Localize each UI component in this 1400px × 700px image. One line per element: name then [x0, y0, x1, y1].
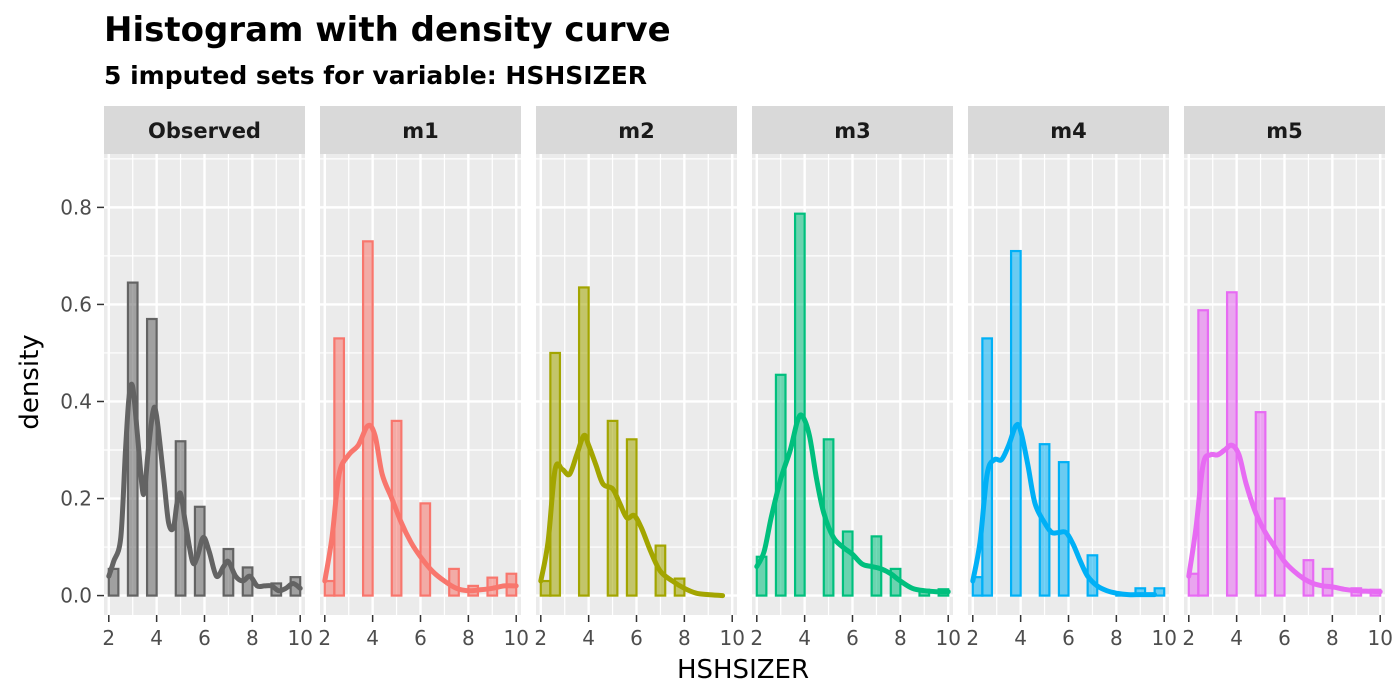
- x-tick-label: 4: [1230, 626, 1243, 650]
- histogram-bar: [606, 419, 619, 597]
- y-tick-label: 0.8: [60, 195, 92, 219]
- x-tick-label: 2: [534, 626, 547, 650]
- y-tick-label: 0.0: [60, 584, 92, 608]
- x-tick-label: 6: [414, 626, 427, 650]
- density-curve: [1186, 442, 1383, 595]
- x-tick-label: 6: [846, 626, 859, 650]
- x-tick-label: 2: [1182, 626, 1195, 650]
- x-tick-label: 8: [462, 626, 475, 650]
- x-axis-title: HSHSIZER: [677, 655, 809, 685]
- facet-strip: [320, 106, 521, 154]
- chart-subtitle: 5 imputed sets for variable: HSHSIZER: [104, 61, 647, 90]
- histogram-bar: [323, 579, 336, 597]
- x-tick-label: 4: [366, 626, 379, 650]
- facet-strip: [968, 106, 1169, 154]
- facet-strip-label: m1: [402, 119, 439, 143]
- y-axis-title: density: [15, 334, 45, 429]
- x-tick-label: 2: [318, 626, 331, 650]
- facet-strip-label: Observed: [148, 119, 261, 143]
- y-tick-label: 0.2: [60, 487, 92, 511]
- x-tick-label: 6: [630, 626, 643, 650]
- facet-strip: [536, 106, 737, 154]
- facet-strip: [1184, 106, 1385, 154]
- y-tick-label: 0.6: [60, 292, 92, 316]
- x-tick-label: 10: [1151, 626, 1176, 650]
- y-tick-label: 0.4: [60, 389, 92, 413]
- histogram-bar: [1153, 587, 1166, 597]
- x-tick-label: 8: [1110, 626, 1123, 650]
- facet-panel-m1: m1 2 4 6 8 10: [318, 106, 529, 650]
- facet-panel-m3: m3 2 4 6 8 10: [750, 106, 961, 650]
- x-tick-label: 2: [966, 626, 979, 650]
- facet-panel-m5: m5 2 4 6 8 10: [1182, 106, 1393, 650]
- x-tick-label: 10: [719, 626, 744, 650]
- x-tick-label: 6: [1278, 626, 1291, 650]
- histogram-bar: [539, 579, 552, 597]
- x-tick-label: 2: [102, 626, 115, 650]
- y-axis: 0.0 0.2 0.4 0.6 0.8: [60, 195, 104, 608]
- facet-panel-observed: Observed 2 4 6 8 10: [102, 106, 313, 650]
- facet-panel-m2: m2 2 4 6 8 10: [534, 106, 745, 650]
- x-tick-label: 4: [798, 626, 811, 650]
- histogram-bar: [448, 567, 460, 597]
- histogram-bar: [1254, 411, 1267, 597]
- x-tick-label: 4: [582, 626, 595, 650]
- density-curve: [754, 412, 951, 595]
- histogram-bar: [841, 530, 854, 597]
- facet-strip-label: m5: [1266, 119, 1303, 143]
- chart-title: Histogram with density curve: [104, 10, 671, 50]
- x-tick-label: 4: [1014, 626, 1027, 650]
- x-tick-label: 10: [935, 626, 960, 650]
- facet-strip-label: m2: [618, 119, 655, 143]
- histogram-bar: [793, 212, 806, 597]
- density-curve: [538, 432, 726, 599]
- facet-strip: [752, 106, 953, 154]
- density-curve: [970, 421, 1158, 598]
- x-tick-label: 10: [503, 626, 528, 650]
- x-tick-label: 8: [1326, 626, 1339, 650]
- x-tick-label: 10: [1367, 626, 1392, 650]
- x-tick-label: 4: [150, 626, 163, 650]
- histogram-bar: [419, 502, 432, 597]
- facet-panel-m4: m4 2 4 6 8 10: [966, 106, 1177, 650]
- density-curve: [106, 381, 303, 594]
- x-tick-label: 6: [198, 626, 211, 650]
- x-tick-label: 2: [750, 626, 763, 650]
- x-tick-label: 6: [1062, 626, 1075, 650]
- facet-strip-label: m4: [1050, 119, 1087, 143]
- x-tick-label: 8: [246, 626, 259, 650]
- x-tick-label: 10: [287, 626, 312, 650]
- facet-strip-label: m3: [834, 119, 871, 143]
- density-curve: [322, 422, 519, 594]
- histogram-bar: [361, 240, 374, 597]
- histogram-bar: [1057, 461, 1070, 597]
- histogram-bar: [1197, 309, 1210, 597]
- x-tick-label: 8: [678, 626, 691, 650]
- histogram-bar: [1321, 567, 1334, 597]
- facet-strip: [104, 106, 305, 154]
- x-tick-label: 8: [894, 626, 907, 650]
